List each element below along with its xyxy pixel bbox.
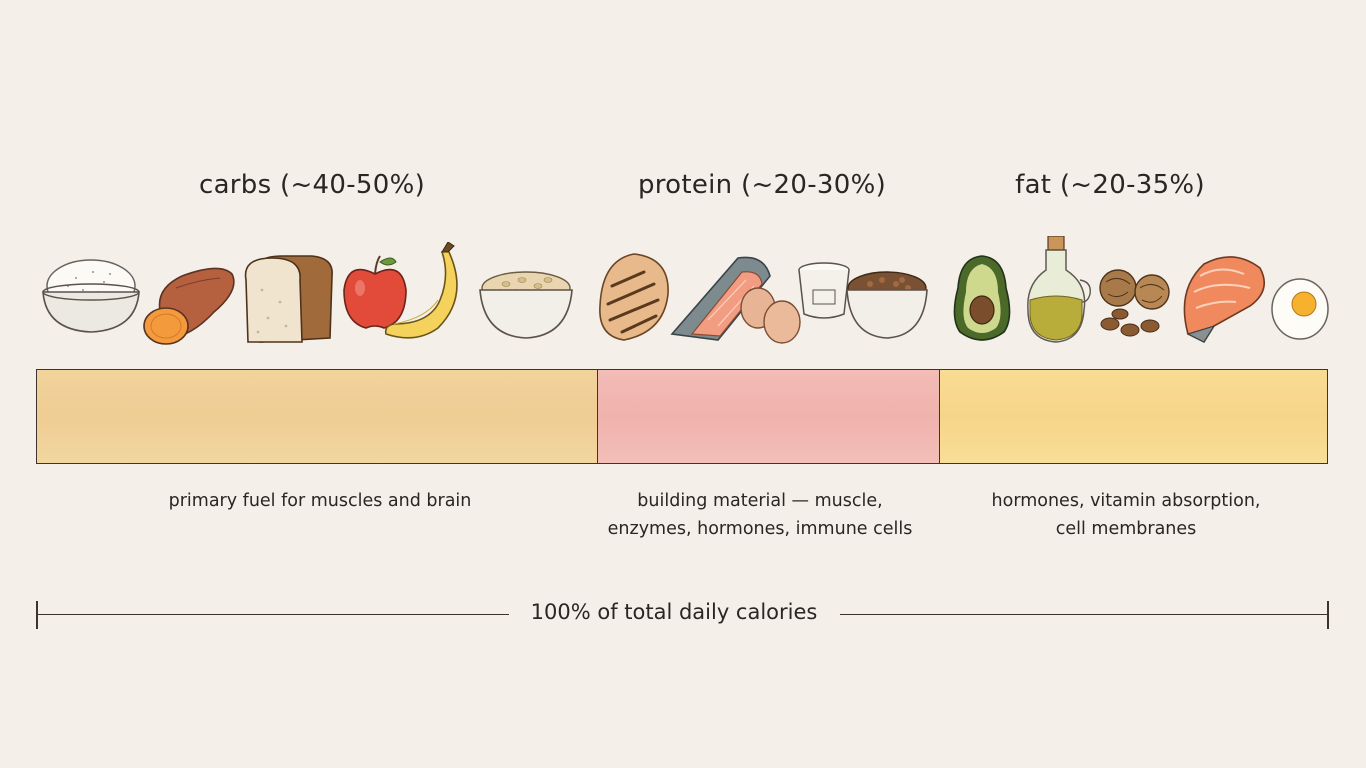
heading-fat: fat (~20-35%) <box>1015 170 1205 200</box>
lentils-bowl-icon <box>846 271 928 339</box>
total-calories-label: 100% of total daily calories <box>530 600 818 624</box>
apple-icon <box>343 255 407 329</box>
protein-segment <box>598 370 940 463</box>
heading-protein: protein (~20-30%) <box>637 170 887 200</box>
rice-bowl-icon <box>42 259 140 333</box>
chicken-breast-icon <box>599 253 669 341</box>
fat-description: hormones, vitamin absorption, cell membr… <box>991 491 1261 539</box>
total-bracket-left-tick <box>36 601 38 629</box>
oats-bowl-icon <box>479 271 573 339</box>
macro-bar <box>36 369 1328 464</box>
heading-carbs: carbs (~40-50%) <box>198 170 426 200</box>
total-bracket-right-tick <box>1327 601 1329 629</box>
carbs-segment <box>37 370 599 463</box>
food-illustrations <box>0 236 1366 348</box>
eggs-icon <box>740 287 801 344</box>
nuts-icon <box>1099 269 1170 337</box>
bread-icon <box>244 255 333 343</box>
carbs-description: primary fuel for muscles and brain <box>168 491 472 511</box>
banana-icon <box>384 242 458 339</box>
salmon-steak-icon <box>1183 256 1266 344</box>
total-bracket-line-left <box>37 614 509 616</box>
fat-segment <box>939 370 1327 463</box>
avocado-icon <box>953 255 1011 341</box>
boiled-egg-icon <box>1271 278 1329 340</box>
olive-oil-icon <box>1027 236 1091 343</box>
yogurt-cup-icon <box>798 262 850 319</box>
total-bracket-line-right <box>840 614 1328 616</box>
sweet-potato-icon <box>143 267 235 345</box>
protein-description: building material — muscle, enzymes, hor… <box>607 491 913 539</box>
